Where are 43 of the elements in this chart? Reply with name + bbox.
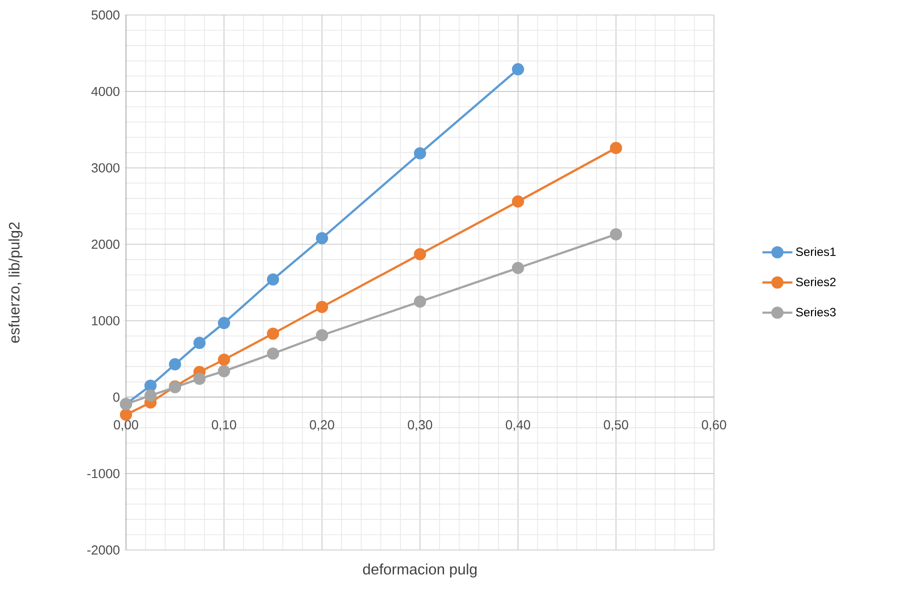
point bbox=[414, 248, 426, 260]
x-tick-label: 0,50 bbox=[604, 420, 628, 431]
x-tick-label: 0,20 bbox=[310, 420, 334, 431]
legend-label: Series3 bbox=[796, 308, 836, 316]
y-tick-label: 0 bbox=[113, 392, 120, 402]
x-axis-title: deformacion pulg bbox=[363, 564, 477, 578]
point bbox=[168, 358, 182, 370]
y-tick-label: 4000 bbox=[91, 86, 120, 96]
point bbox=[316, 232, 328, 244]
point bbox=[266, 347, 280, 360]
point bbox=[266, 273, 280, 286]
point bbox=[316, 329, 328, 342]
point bbox=[266, 328, 280, 340]
point bbox=[512, 195, 524, 208]
point bbox=[218, 316, 230, 330]
x-tick-label: 0,30 bbox=[408, 420, 432, 431]
point bbox=[414, 147, 426, 160]
point bbox=[218, 354, 230, 366]
point bbox=[144, 390, 157, 402]
point bbox=[414, 296, 426, 308]
point bbox=[610, 228, 622, 240]
y-tick-label: -2000 bbox=[87, 545, 120, 555]
y-tick-label: 3000 bbox=[92, 163, 120, 172]
point bbox=[512, 262, 524, 274]
x-tick-label: 0,10 bbox=[212, 420, 236, 431]
legend-label: Series1 bbox=[796, 247, 836, 256]
y-tick-label: 1000 bbox=[92, 316, 120, 326]
y-tick-label: 5000 bbox=[92, 10, 120, 20]
point bbox=[144, 380, 157, 392]
point bbox=[218, 365, 230, 378]
y-axis-title: esfuerzo, lib/pulg2 bbox=[8, 222, 23, 343]
point bbox=[120, 408, 132, 421]
y-tick-label: 2000 bbox=[92, 240, 120, 249]
point bbox=[512, 63, 524, 76]
point bbox=[193, 372, 206, 385]
point bbox=[193, 336, 206, 349]
point bbox=[316, 300, 328, 314]
x-tick-label: 0,00 bbox=[114, 420, 138, 431]
y-tick-label: -1000 bbox=[87, 468, 120, 478]
x-tick-label: 0,60 bbox=[702, 420, 726, 431]
legend-label: Series2 bbox=[796, 277, 836, 286]
x-tick-label: 0,40 bbox=[506, 420, 530, 431]
point bbox=[610, 142, 622, 154]
